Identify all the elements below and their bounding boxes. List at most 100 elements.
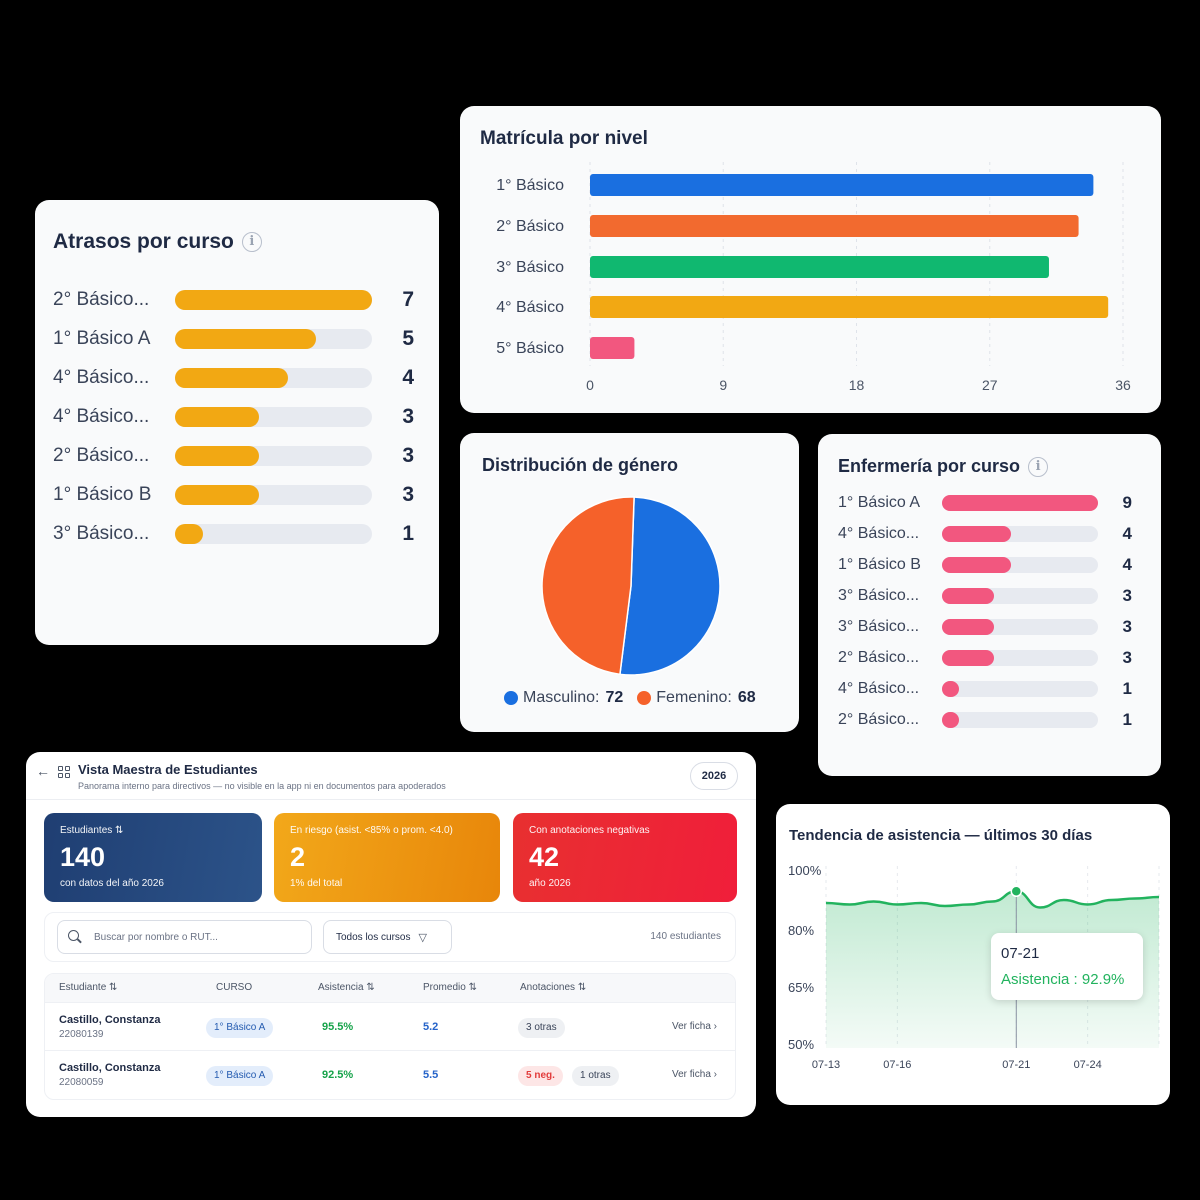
atrasos-bar-fill xyxy=(175,523,204,544)
student-rut: 22080059 xyxy=(59,1077,104,1088)
stat-label: Con anotaciones negativas xyxy=(529,825,650,836)
enfermeria-value: 3 xyxy=(1122,647,1132,667)
atrasos-label: 3° Básico... xyxy=(53,522,150,544)
enfermeria-row: 2° Básico... 3 xyxy=(838,642,1141,673)
enfermeria-bar-fill xyxy=(942,618,994,635)
enfermeria-label: 1° Básico B xyxy=(838,555,921,573)
y-tick-label: 65% xyxy=(788,980,814,995)
enfermeria-bar-fill xyxy=(942,525,1012,542)
year-selector[interactable]: 2026 xyxy=(690,762,738,790)
table-row[interactable]: Castillo, Constanza 22080139 1° Básico A… xyxy=(45,1002,735,1050)
enfermeria-bar-track xyxy=(942,525,1098,542)
enfermeria-value: 1 xyxy=(1122,709,1132,729)
atrasos-bar-track xyxy=(175,484,372,505)
enfermeria-label: 1° Básico A xyxy=(838,493,920,511)
atrasos-row: 2° Básico... 7 xyxy=(53,280,421,319)
info-icon[interactable]: i xyxy=(241,232,262,253)
enfermeria-card: Enfermería por curso i 1° Básico A 9 4° Bás… xyxy=(818,434,1161,776)
info-icon[interactable]: i xyxy=(1028,457,1049,478)
stat-footer: 1% del total xyxy=(290,878,343,889)
col-anotaciones[interactable]: Anotaciones ⇅ xyxy=(520,982,587,993)
students-table: Estudiante ⇅ CURSO Asistencia ⇅ Promedio… xyxy=(44,973,736,1100)
promedio-value: 5.2 xyxy=(423,1021,439,1033)
bar xyxy=(590,215,1079,237)
enfermeria-label: 2° Básico... xyxy=(838,648,920,666)
atrasos-bars: 2° Básico... 7 1° Básico A 5 4° Básico... 4 4°… xyxy=(53,280,421,553)
vista-title: Vista Maestra de Estudiantes xyxy=(78,762,258,777)
enfermeria-bar-fill xyxy=(942,494,1098,511)
table-row[interactable]: Castillo, Constanza 22080059 1° Básico A… xyxy=(45,1050,735,1098)
x-tick-label: 18 xyxy=(849,377,865,393)
category-label: 1° Básico xyxy=(496,177,564,194)
genero-card: Distribución de género Masculino: 72 Feme… xyxy=(460,433,799,732)
enfermeria-row: 4° Básico... 4 xyxy=(838,518,1141,549)
atrasos-bar-track xyxy=(175,328,372,349)
atrasos-bar-track xyxy=(175,367,372,388)
stat-card-en-riesgo[interactable]: En riesgo (asist. <85% o prom. <4.0) 2 1… xyxy=(274,813,500,902)
table-header: Estudiante ⇅ CURSO Asistencia ⇅ Promedio… xyxy=(45,974,735,1002)
atrasos-bar-fill xyxy=(175,328,316,349)
ver-ficha-link[interactable]: Ver ficha › xyxy=(671,1069,717,1080)
atrasos-label: 4° Básico... xyxy=(53,405,150,427)
x-tick-label: 27 xyxy=(982,377,998,393)
legend-value-masculino: 72 xyxy=(605,689,624,706)
atrasos-value: 5 xyxy=(402,326,414,350)
enfermeria-bar-fill xyxy=(942,711,960,728)
legend-dot-femenino xyxy=(637,691,652,705)
atrasos-value: 1 xyxy=(402,521,414,545)
atrasos-row: 4° Básico... 4 xyxy=(53,358,421,397)
enfermeria-row: 1° Básico B 4 xyxy=(838,549,1141,580)
course-badge: 1° Básico A xyxy=(206,1018,274,1038)
stat-value: 2 xyxy=(290,842,306,872)
stat-card-anotaciones-negativas[interactable]: Con anotaciones negativas 42 año 2026 xyxy=(513,813,737,902)
atrasos-title-row: Atrasos por curso i xyxy=(53,230,421,254)
matricula-title: Matrícula por nivel xyxy=(480,128,648,149)
category-label: 3° Básico xyxy=(496,259,564,276)
atrasos-bar-track xyxy=(175,523,372,544)
enfermeria-bar-track xyxy=(942,494,1098,511)
stat-card-estudiantes[interactable]: Estudiantes ⇅ 140 con datos del año 2026 xyxy=(44,813,262,902)
asistencia-value: 92.5% xyxy=(322,1069,354,1081)
atrasos-bar-track xyxy=(175,445,372,466)
tooltip-value: Asistencia : 92.9% xyxy=(1001,971,1125,988)
enfermeria-value: 1 xyxy=(1122,678,1132,698)
enfermeria-value: 9 xyxy=(1122,492,1132,512)
grid-icon xyxy=(58,766,70,778)
legend-value-femenino: 68 xyxy=(737,689,756,706)
atrasos-row: 3° Básico... 1 xyxy=(53,514,421,553)
student-rut: 22080139 xyxy=(59,1029,104,1040)
atrasos-label: 1° Básico A xyxy=(53,327,151,349)
bar xyxy=(590,174,1094,196)
tooltip-date: 07-21 xyxy=(1001,945,1040,962)
ver-ficha-link[interactable]: Ver ficha › xyxy=(671,1021,717,1032)
atrasos-label: 2° Básico... xyxy=(53,444,150,466)
stat-footer: con datos del año 2026 xyxy=(60,878,164,889)
courses-filter-dropdown[interactable]: Todos los cursos ▽ xyxy=(323,920,452,954)
atrasos-bar-fill xyxy=(175,289,372,310)
category-label: 2° Básico xyxy=(496,218,564,235)
enfermeria-row: 4° Básico... 1 xyxy=(838,673,1141,704)
enfermeria-label: 4° Básico... xyxy=(838,679,920,697)
search-input[interactable]: Buscar por nombre o RUT... xyxy=(57,920,312,954)
category-label: 5° Básico xyxy=(496,340,564,357)
col-promedio[interactable]: Promedio ⇅ xyxy=(423,982,477,993)
atrasos-value: 3 xyxy=(402,404,414,428)
x-tick-label: 07-21 xyxy=(1002,1059,1030,1071)
enfermeria-row: 3° Básico... 3 xyxy=(838,580,1141,611)
enfermeria-bar-fill xyxy=(942,587,994,604)
legend-label-masculino: Masculino: xyxy=(523,689,600,706)
col-curso: CURSO xyxy=(216,982,253,993)
pie-slice-femenino xyxy=(541,496,635,676)
filter-funnel-icon: ▽ xyxy=(418,931,427,944)
legend-dot-masculino xyxy=(504,691,518,705)
y-tick-label: 80% xyxy=(788,923,814,938)
back-arrow-icon[interactable]: ← xyxy=(36,763,50,779)
atrasos-label: 2° Básico... xyxy=(53,288,150,310)
student-name: Castillo, Constanza xyxy=(59,1014,161,1026)
col-estudiante[interactable]: Estudiante ⇅ xyxy=(59,982,118,993)
col-asistencia[interactable]: Asistencia ⇅ xyxy=(318,982,375,993)
stat-value: 42 xyxy=(529,842,560,872)
enfermeria-bar-fill xyxy=(942,680,960,697)
atrasos-value: 4 xyxy=(402,365,414,389)
enfermeria-row: 1° Básico A 9 xyxy=(838,487,1141,518)
